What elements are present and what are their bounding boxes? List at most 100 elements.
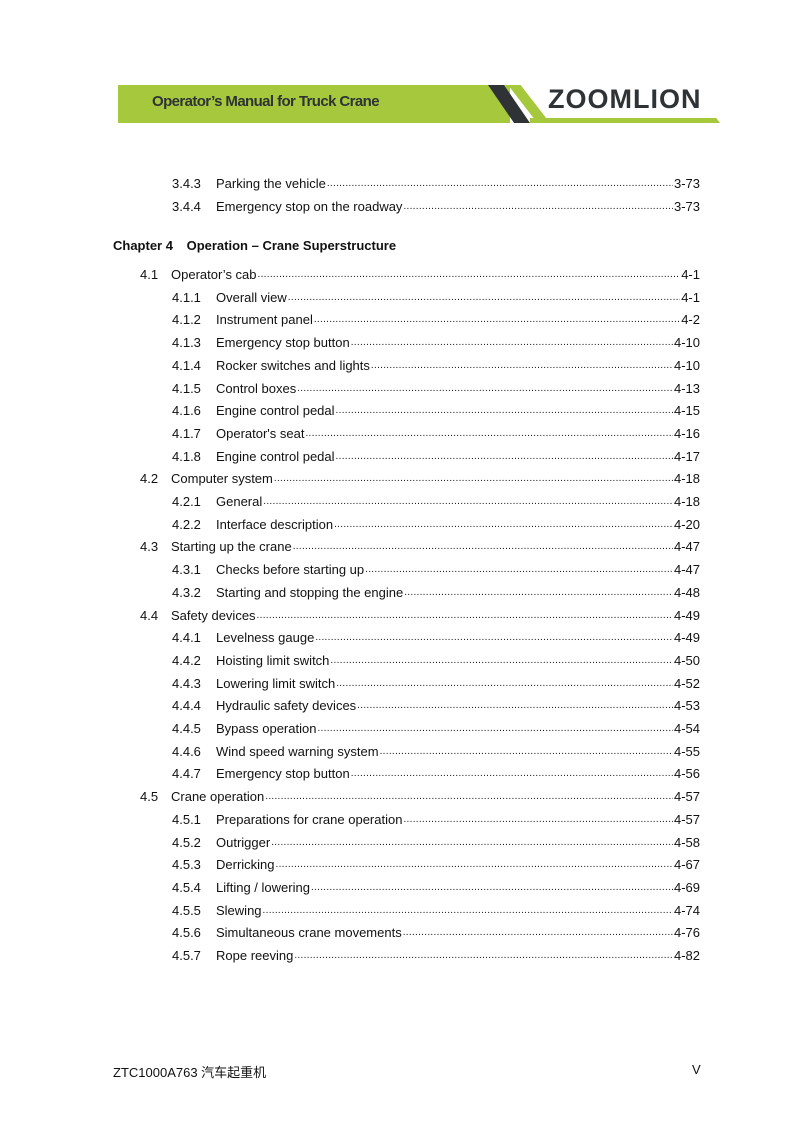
- toc-page: 3-73: [673, 176, 700, 191]
- toc-number: 4.2.2: [172, 516, 201, 532]
- toc-page: 4-56: [673, 766, 700, 782]
- toc-entry[interactable]: 4.2.2 Interface description.............…: [0, 514, 793, 535]
- toc-entry[interactable]: 4.4.4 Hydraulic safety devices..........…: [0, 696, 793, 717]
- toc-page: 4-47: [673, 539, 700, 555]
- leader-dots: ........................................…: [402, 927, 673, 939]
- toc-page: 4-54: [673, 721, 700, 736]
- toc-page: 4-2: [681, 312, 700, 328]
- toc-title: General: [216, 492, 264, 512]
- toc-entry[interactable]: 4.1 Operator’s cab......................…: [0, 265, 793, 285]
- toc-title: Starting up the crane: [171, 537, 293, 558]
- toc-number: 4.1.2: [172, 312, 201, 328]
- toc-title: Levelness gauge: [216, 628, 316, 649]
- toc-number: 4.2: [140, 471, 159, 487]
- toc-number: 4.1.1: [172, 289, 201, 305]
- leader-dots: ........................................…: [335, 450, 673, 462]
- chapter-title: Operation – Crane Superstructure: [186, 238, 397, 253]
- toc-page: 4-18: [673, 494, 700, 509]
- toc-entry[interactable]: 4.1.2 Instrument panel..................…: [0, 310, 793, 331]
- toc-entry[interactable]: 4.4.6 Wind speed warning system.........…: [0, 741, 793, 762]
- toc-title: Emergency stop on the roadway: [216, 196, 404, 217]
- toc-page: 4-58: [673, 834, 700, 850]
- toc-entry[interactable]: 4.4.7 Emergency stop button.............…: [0, 764, 793, 785]
- leader-dots: ........................................…: [287, 291, 680, 303]
- leader-dots: ........................................…: [262, 904, 673, 916]
- toc-entry[interactable]: 4.5.6 Simultaneous crane movements......…: [0, 923, 793, 944]
- toc-entry[interactable]: 4.5.7 Rope reeving......................…: [0, 946, 793, 966]
- toc-entry[interactable]: 4.5.5 Slewing...........................…: [0, 900, 793, 921]
- toc-page: 4-1: [681, 267, 700, 282]
- leader-dots: ........................................…: [336, 677, 673, 689]
- toc-entry[interactable]: 4.4 Safety devices......................…: [0, 605, 793, 626]
- toc-page: 4-20: [673, 516, 700, 532]
- toc-entry[interactable]: 4.5 Crane operation.....................…: [0, 787, 793, 808]
- toc-page: 4-10: [673, 335, 700, 351]
- toc-entry[interactable]: 4.1.1 Overall view......................…: [0, 287, 793, 308]
- toc-entry[interactable]: 4.2 Computer system.....................…: [0, 469, 793, 490]
- leader-dots: ........................................…: [265, 791, 673, 803]
- toc-page: 4-76: [673, 925, 700, 941]
- toc-page: 4-18: [673, 471, 700, 487]
- toc-title: Interface description: [216, 514, 335, 535]
- toc-entry[interactable]: 4.5.4 Lifting / lowering................…: [0, 877, 793, 898]
- toc-number: 4.5.2: [172, 834, 201, 850]
- toc-title: Overall view: [216, 287, 288, 308]
- toc-number: 4.4.7: [172, 766, 201, 782]
- leader-dots: ........................................…: [365, 564, 673, 576]
- toc-entry[interactable]: 4.3.2 Starting and stopping the engine..…: [0, 582, 793, 603]
- toc-entry[interactable]: 4.5.2 Outrigger.........................…: [0, 832, 793, 853]
- toc-title: Instrument panel: [216, 310, 314, 331]
- chapter-label: Chapter 4: [113, 238, 173, 253]
- leader-dots: ........................................…: [330, 654, 673, 666]
- toc-entry[interactable]: 4.4.3 Lowering limit switch.............…: [0, 673, 793, 694]
- leader-dots: ........................................…: [292, 541, 673, 553]
- toc-number: 4.5.1: [172, 811, 201, 827]
- toc-title: Control boxes: [216, 378, 298, 399]
- toc-number: 4.4.3: [172, 675, 201, 691]
- leader-dots: ........................................…: [326, 178, 673, 189]
- toc-entry[interactable]: 4.1.3 Emergency stop button.............…: [0, 333, 793, 354]
- toc-entry[interactable]: 4.2.1 General...........................…: [0, 492, 793, 512]
- toc-number: 4.3: [140, 539, 159, 555]
- toc-entry[interactable]: 4.1.8 Engine control pedal..............…: [0, 446, 793, 467]
- toc-page: 4-57: [673, 789, 700, 805]
- toc-number: 4.5.4: [172, 879, 201, 895]
- toc-number: 4.1: [140, 267, 159, 282]
- toc-page: 4-13: [673, 380, 700, 396]
- toc-page: 4-55: [673, 743, 700, 759]
- toc-page: 4-82: [673, 948, 700, 963]
- leader-dots: ........................................…: [256, 609, 673, 621]
- toc-title: Crane operation: [171, 787, 266, 808]
- toc-number: 4.2.1: [172, 494, 201, 509]
- toc-page: 4-67: [673, 857, 700, 873]
- leader-dots: ........................................…: [404, 586, 673, 598]
- toc-entry[interactable]: 4.3 Starting up the crane...............…: [0, 537, 793, 558]
- toc-title: Checks before starting up: [216, 560, 366, 581]
- toc-entry[interactable]: 4.4.5 Bypass operation..................…: [0, 719, 793, 739]
- toc-entry[interactable]: 4.1.4 Rocker switches and lights........…: [0, 355, 793, 376]
- toc-entry[interactable]: 4.1.7 Operator's seat...................…: [0, 423, 793, 444]
- leader-dots: ........................................…: [294, 950, 673, 961]
- toc-title: Outrigger: [216, 832, 272, 853]
- leader-dots: ........................................…: [334, 518, 673, 530]
- toc-number: 4.3.2: [172, 584, 201, 600]
- toc-entry[interactable]: 4.4.1 Levelness gauge...................…: [0, 628, 793, 649]
- toc-page: 4-49: [673, 630, 700, 646]
- toc-entry[interactable]: 3.4.4 Emergency stop on the roadway.....…: [0, 196, 793, 217]
- toc-entry[interactable]: 4.4.2 Hoisting limit switch.............…: [0, 650, 793, 671]
- toc-title: Emergency stop button: [216, 764, 351, 785]
- toc-entry[interactable]: 4.1.5 Control boxes.....................…: [0, 378, 793, 399]
- toc-title: Computer system: [171, 469, 274, 490]
- toc-entry[interactable]: 4.5.3 Derricking........................…: [0, 855, 793, 876]
- toc-title: Hydraulic safety devices: [216, 696, 358, 717]
- toc-entry[interactable]: 3.4.3 Parking the vehicle...............…: [0, 174, 793, 194]
- leader-dots: ........................................…: [297, 382, 673, 394]
- leader-dots: ........................................…: [310, 881, 673, 893]
- toc-number: 4.5: [140, 789, 159, 805]
- toc-entry[interactable]: 4.1.6 Engine control pedal..............…: [0, 401, 793, 422]
- toc-title: Emergency stop button: [216, 333, 351, 354]
- toc-title: Simultaneous crane movements: [216, 923, 403, 944]
- toc-entry[interactable]: 4.3.1 Checks before starting up.........…: [0, 560, 793, 581]
- toc-entry[interactable]: 4.5.1 Preparations for crane operation..…: [0, 809, 793, 830]
